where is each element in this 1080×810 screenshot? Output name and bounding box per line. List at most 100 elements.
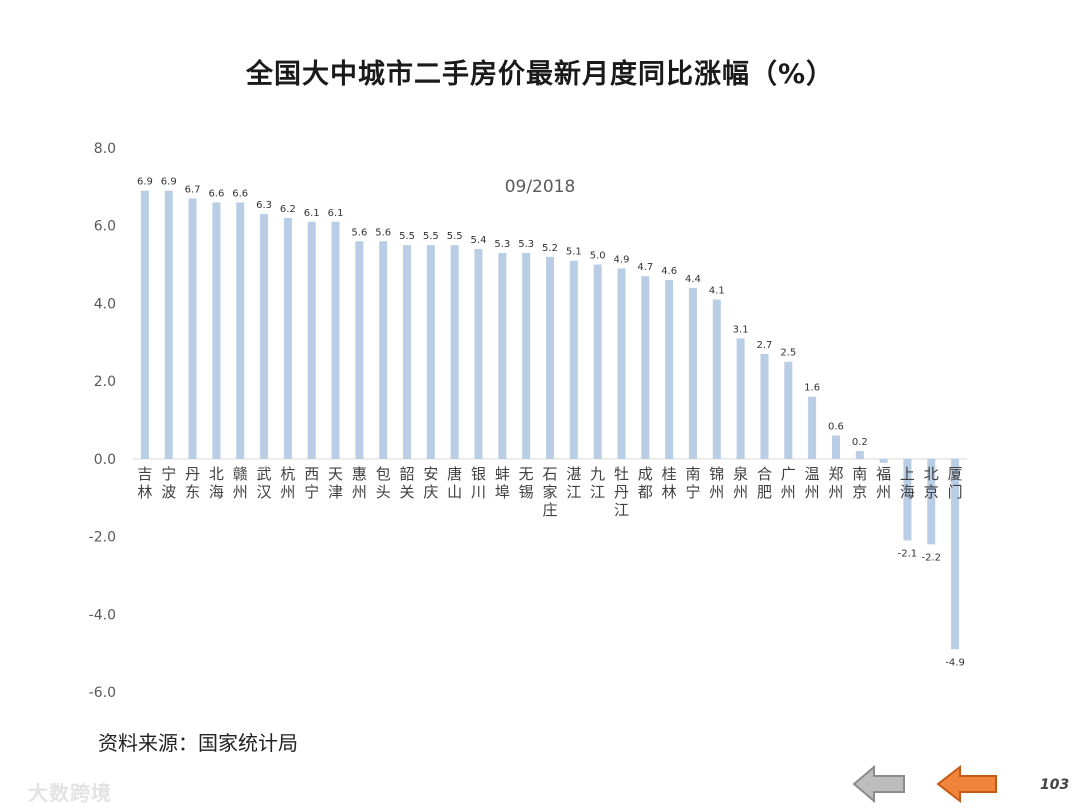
x-category-label: 湛江 bbox=[566, 465, 581, 501]
x-category-label: 温州 bbox=[805, 465, 820, 501]
page-number: 103 bbox=[1040, 777, 1070, 793]
arrow-left-orange-icon bbox=[936, 764, 997, 804]
x-category-label: 韶关 bbox=[400, 465, 415, 501]
data-label: 4.4 bbox=[685, 274, 701, 285]
x-category-label: 上海 bbox=[900, 465, 915, 501]
bar-chart: 8.0 6.0 4.0 2.0 0.0 -2.0 -4.0 -6.0 09/2018 6.9 吉林 6… bbox=[89, 141, 967, 701]
bar bbox=[736, 338, 745, 459]
data-label: 5.2 bbox=[542, 243, 558, 254]
data-label: 4.7 bbox=[637, 262, 653, 273]
bar bbox=[879, 458, 888, 463]
x-category-label: 南宁 bbox=[685, 465, 700, 501]
data-label: 6.1 bbox=[304, 208, 320, 219]
y-tick-label: 2.0 bbox=[94, 374, 116, 390]
bar bbox=[450, 245, 459, 459]
bar bbox=[522, 252, 531, 459]
bar bbox=[283, 217, 292, 459]
data-label: 6.6 bbox=[232, 188, 248, 199]
x-category-label: 厦门 bbox=[948, 465, 963, 501]
x-category-label: 北京 bbox=[924, 465, 939, 501]
arrow-left-gray-icon bbox=[852, 764, 905, 804]
data-label: 6.1 bbox=[328, 208, 344, 219]
x-category-label: 桂林 bbox=[662, 465, 677, 501]
data-label: 5.3 bbox=[494, 239, 510, 250]
data-label: -4.9 bbox=[945, 657, 965, 668]
y-tick-label: 8.0 bbox=[94, 141, 116, 157]
y-tick-label: -6.0 bbox=[89, 685, 116, 701]
x-category-label: 丹东 bbox=[185, 465, 200, 501]
x-category-label: 锦州 bbox=[709, 465, 724, 501]
bar bbox=[307, 221, 316, 459]
data-label: 6.3 bbox=[256, 200, 272, 211]
bar bbox=[212, 202, 221, 459]
bar bbox=[355, 241, 364, 459]
bar bbox=[546, 256, 554, 459]
bar bbox=[617, 268, 626, 459]
x-category-label: 石家庄 bbox=[542, 465, 557, 519]
data-label: 5.6 bbox=[375, 227, 391, 238]
x-category-label: 北海 bbox=[209, 465, 224, 501]
bar bbox=[641, 276, 650, 459]
bar bbox=[927, 458, 936, 545]
data-label: 6.6 bbox=[208, 188, 224, 199]
data-label: 6.7 bbox=[185, 185, 201, 196]
bar bbox=[403, 245, 412, 459]
bar bbox=[331, 221, 340, 459]
y-tick-label: 6.0 bbox=[94, 219, 116, 235]
bar bbox=[569, 260, 578, 459]
y-tick-label: -4.0 bbox=[89, 607, 116, 623]
x-category-label: 无锡 bbox=[519, 465, 534, 501]
bar bbox=[140, 190, 149, 459]
x-category-label: 惠州 bbox=[352, 465, 367, 501]
bar bbox=[164, 190, 173, 459]
data-label: 6.9 bbox=[161, 177, 177, 188]
x-category-label: 吉林 bbox=[137, 465, 152, 501]
source-note: 资料来源：国家统计局 bbox=[98, 731, 298, 755]
bar bbox=[593, 264, 602, 459]
bar bbox=[831, 435, 840, 459]
data-label: 6.9 bbox=[137, 177, 153, 188]
x-category-label: 宁波 bbox=[161, 465, 176, 501]
next-slide-button[interactable] bbox=[936, 764, 998, 804]
x-category-label: 包头 bbox=[376, 465, 391, 501]
x-category-label: 西宁 bbox=[304, 465, 319, 501]
bar bbox=[474, 249, 483, 459]
data-label: 3.1 bbox=[733, 324, 749, 335]
y-tick-label: 4.0 bbox=[94, 296, 116, 312]
data-label: 5.0 bbox=[590, 251, 606, 262]
data-label: 5.6 bbox=[351, 227, 367, 238]
data-label: 5.5 bbox=[423, 231, 439, 242]
chart-title: 全国大中城市二手房价最新月度同比涨幅（%） bbox=[245, 59, 835, 90]
bar bbox=[855, 451, 864, 459]
data-label: 5.1 bbox=[566, 247, 582, 258]
bar bbox=[903, 458, 912, 541]
data-label: 2.7 bbox=[757, 340, 773, 351]
data-label: -2.1 bbox=[898, 548, 918, 559]
data-label: 5.3 bbox=[518, 239, 534, 250]
x-category-label: 福州 bbox=[876, 465, 891, 501]
bar bbox=[784, 361, 793, 459]
x-category-label: 泉州 bbox=[733, 465, 748, 501]
chart-date-annotation: 09/2018 bbox=[505, 177, 576, 197]
bar bbox=[665, 280, 674, 459]
bar bbox=[260, 214, 269, 459]
y-tick-label: -2.0 bbox=[89, 530, 116, 546]
bar bbox=[236, 202, 245, 459]
x-category-label: 合肥 bbox=[757, 465, 772, 501]
bar bbox=[426, 245, 435, 459]
x-category-label: 蚌埠 bbox=[495, 465, 510, 501]
bar bbox=[808, 396, 817, 459]
data-label: 6.2 bbox=[280, 204, 296, 215]
y-tick-label: 0.0 bbox=[94, 452, 116, 468]
data-label: 5.5 bbox=[399, 231, 415, 242]
x-category-label: 成都 bbox=[638, 465, 653, 501]
data-label: 2.5 bbox=[780, 348, 796, 359]
data-label: 0.2 bbox=[852, 437, 868, 448]
bar bbox=[498, 252, 507, 459]
x-category-label: 郑州 bbox=[828, 465, 843, 501]
bar bbox=[760, 353, 769, 459]
bar bbox=[188, 198, 197, 459]
x-category-label: 银川 bbox=[471, 465, 486, 501]
bar bbox=[379, 241, 388, 459]
prev-slide-button[interactable] bbox=[852, 764, 906, 804]
